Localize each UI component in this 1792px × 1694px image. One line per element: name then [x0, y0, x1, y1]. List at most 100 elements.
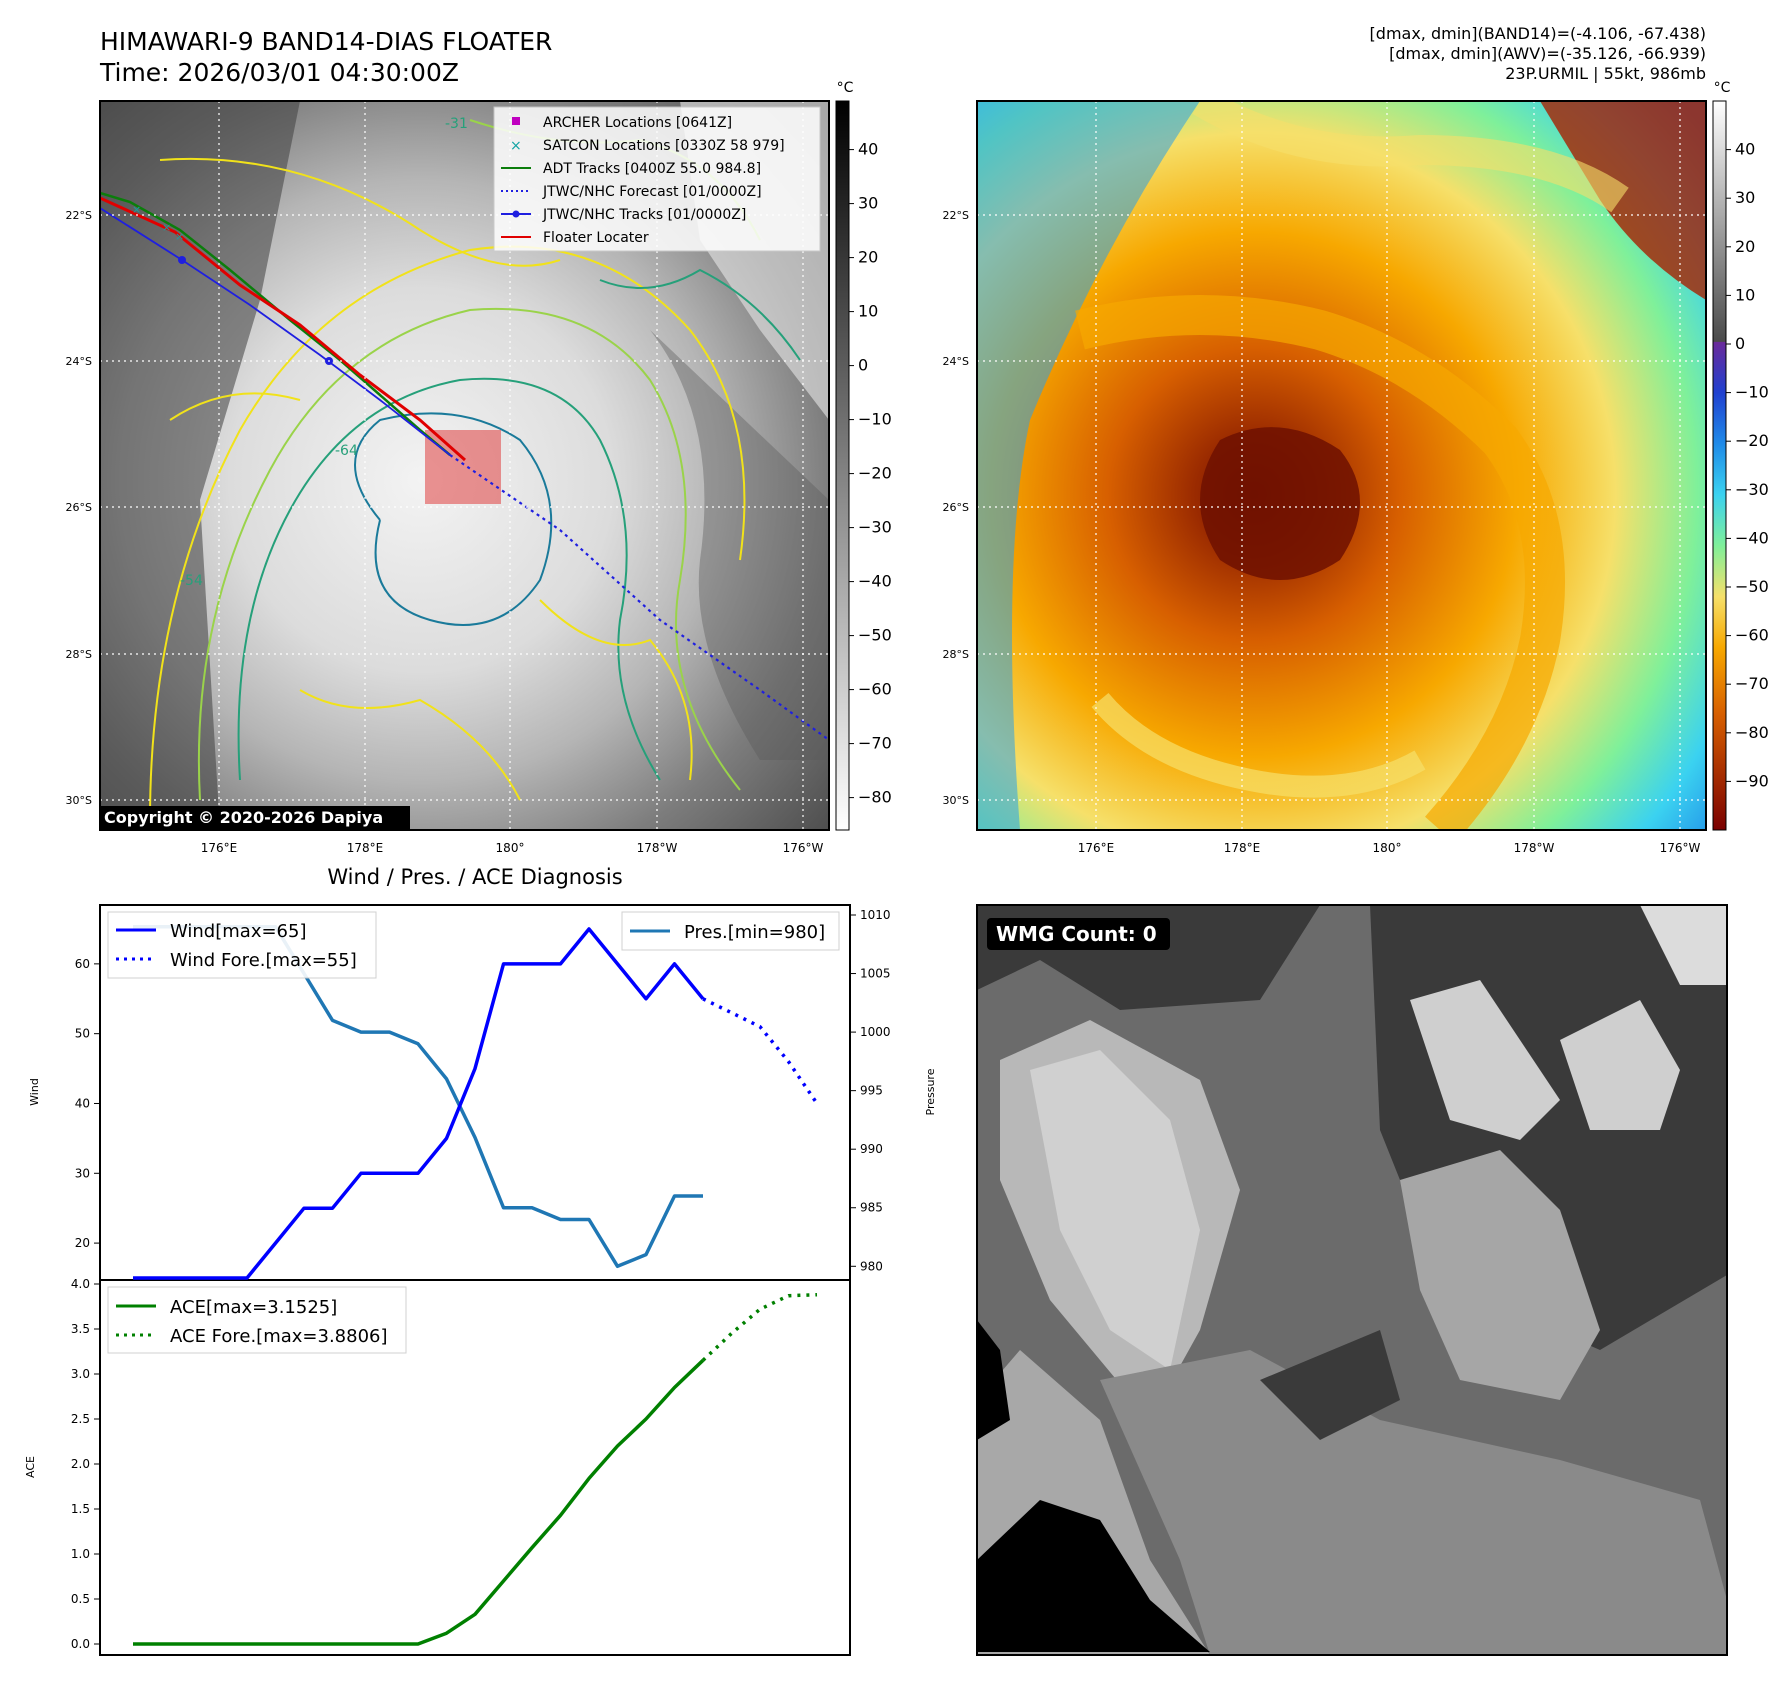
svg-text:×: × — [132, 203, 141, 216]
pressure-axis-tick-label: 1005 — [860, 967, 891, 981]
ace-line — [133, 1359, 705, 1646]
floater-locater-track — [100, 196, 466, 462]
wmg-count-badge — [987, 918, 1170, 950]
colorbar-color-unit: °C — [1714, 80, 1731, 96]
colorbar-gray-tick-label: −50 — [858, 626, 892, 645]
ace-lines — [133, 1292, 818, 1646]
ir-gray-map-frame — [99, 100, 830, 831]
ir-color-map-frame — [976, 100, 1707, 831]
colorbar-gray-tick-label: −70 — [858, 734, 892, 753]
ir-color-map — [977, 101, 1706, 830]
legend-archer-label: ARCHER Locations [0641Z] — [543, 115, 732, 131]
map-legend: ARCHER Locations [0641Z] × SATCON Locati… — [493, 106, 821, 252]
pressure-legend: Pres.[min=980] — [621, 911, 840, 951]
lon-label-178w: 178°W — [1514, 841, 1555, 855]
ace-axis-tick-label: 4.0 — [71, 1277, 90, 1291]
wind-line — [133, 927, 705, 1280]
colorbar-gray-tick-label: −20 — [858, 464, 892, 483]
colorbar-color-tick-label: −10 — [1735, 383, 1769, 402]
lon-label-178e: 178°E — [347, 841, 384, 855]
lon-label-180: 180° — [1373, 841, 1402, 855]
colorbar-gray-tick-label: −80 — [858, 788, 892, 807]
figure-title: HIMAWARI-9 BAND14-DIAS FLOATER — [100, 27, 552, 56]
legend-archer-marker — [512, 117, 520, 125]
jtwc-track-point — [178, 256, 186, 264]
lat-label-24s: 24°S — [66, 355, 92, 368]
colorbar-color-tick-label: −60 — [1735, 626, 1769, 645]
lon-label-176w: 176°W — [783, 841, 824, 855]
colorbar-color-tick-label: −20 — [1735, 431, 1769, 450]
legend-adt-label: ADT Tracks [0400Z 55.0 984.8] — [543, 161, 761, 177]
map1-lon-labels: 176°E 178°E 180° 178°W 176°W — [201, 841, 824, 855]
colorbar-color-tick-label: −30 — [1735, 480, 1769, 499]
legend-satcon-marker: × — [510, 138, 522, 154]
contour-label-54: -54 — [180, 573, 203, 589]
pressure-axis-tick-label: 1000 — [860, 1025, 891, 1039]
pressure-axis-tick-label: 990 — [860, 1142, 883, 1156]
stats-storm: 23P.URMIL | 55kt, 986mb — [1505, 64, 1706, 83]
ace-axis-tick-label: 3.5 — [71, 1322, 90, 1336]
colorbar-gray-unit: °C — [837, 80, 854, 96]
lon-label-176e: 176°E — [201, 841, 238, 855]
ace-ylabel: ACE — [24, 1456, 37, 1478]
lon-label-178e: 178°E — [1224, 841, 1261, 855]
floater-locator-box — [425, 430, 501, 504]
pressure-axis-tick-label: 985 — [860, 1201, 883, 1215]
lat-label-22s: 22°S — [943, 209, 969, 222]
jtwc-track — [100, 207, 451, 456]
colorbar-gray-tick-label: −30 — [858, 518, 892, 537]
ace-axis-tick-label: 1.5 — [71, 1502, 90, 1516]
copyright-badge — [100, 806, 410, 830]
lon-label-178w: 178°W — [637, 841, 678, 855]
colorbar-color-tick-label: −50 — [1735, 577, 1769, 596]
ace-legend: ACE[max=3.1525] ACE Fore.[max=3.8806] — [107, 1286, 407, 1354]
map2-lat-labels: 22°S 24°S 26°S 28°S 30°S — [943, 209, 969, 807]
lat-label-28s: 28°S — [66, 648, 92, 661]
colorbar-gray — [835, 100, 850, 831]
map1-lat-labels: 22°S 24°S 26°S 28°S 30°S — [66, 209, 92, 807]
colorbar-color — [1712, 100, 1727, 831]
colorbar-color-tick-label: −40 — [1735, 528, 1769, 547]
wind-axis-tick-label: 40 — [75, 1096, 90, 1110]
colorbar-gray-tick-label: 0 — [858, 356, 868, 375]
figure-time: Time: 2026/03/01 04:30:00Z — [99, 58, 459, 87]
wind-axis-tick-label: 20 — [75, 1236, 90, 1250]
map2-lon-labels: 176°E 178°E 180° 178°W 176°W — [1078, 841, 1701, 855]
colorbar-gray-ticks: 40 30 20 10 0 −10 −20 −30 −40 −50 −60 −70 −80 — [849, 140, 892, 807]
lat-label-22s: 22°S — [66, 209, 92, 222]
colorbar-color-ticks: 40 30 20 10 0 −10 −20 −30 −40 −50 −60 −70 −80 −90 — [1726, 140, 1769, 790]
legend-tracks-point — [512, 210, 520, 218]
ace-axis-ticks: 0.0 0.5 1.0 1.5 2.0 2.5 3.0 3.5 4.0 — [71, 1277, 100, 1651]
legend-pres-label: Pres.[min=980] — [684, 922, 825, 943]
pressure-axis-tick-label: 995 — [860, 1084, 883, 1098]
colorbar-color-tick-label: 40 — [1735, 140, 1755, 159]
ace-axis-tick-label: 0.5 — [71, 1592, 90, 1606]
ace-axis-tick-label: 3.0 — [71, 1367, 90, 1381]
legend-ace-fore-label: ACE Fore.[max=3.8806] — [170, 1326, 388, 1347]
wind-axis-tick-label: 50 — [75, 1027, 90, 1041]
svg-text:×: × — [175, 230, 184, 243]
stats-awv: [dmax, dmin](AWV)=(-35.126, -66.939) — [1389, 44, 1706, 63]
legend-floater-label: Floater Locater — [543, 230, 649, 246]
pressure-axis-ticks: 980 985 990 995 1000 1005 1010 — [850, 908, 891, 1273]
colorbar-color-tick-label: 10 — [1735, 285, 1755, 304]
legend-tracks-label: JTWC/NHC Tracks [01/0000Z] — [542, 207, 746, 223]
colorbar-color-tick-label: −70 — [1735, 674, 1769, 693]
colorbar-color-tick-label: −90 — [1735, 771, 1769, 790]
colorbar-color-tick-label: 30 — [1735, 188, 1755, 207]
wind-ylabel: Wind — [28, 1078, 41, 1106]
pressure-axis-tick-label: 1010 — [860, 908, 891, 922]
colorbar-color-tick-label: −80 — [1735, 723, 1769, 742]
lat-label-24s: 24°S — [943, 355, 969, 368]
wind-axis-ticks: 20 30 40 50 60 — [75, 957, 100, 1250]
svg-text:×: × — [162, 221, 171, 234]
colorbar-gray-tick-label: 30 — [858, 194, 878, 213]
wind-axis-tick-label: 30 — [75, 1166, 90, 1180]
lon-label-180: 180° — [496, 841, 525, 855]
stats-band14: [dmax, dmin](BAND14)=(-4.106, -67.438) — [1370, 24, 1706, 43]
pressure-axis-tick-label: 980 — [860, 1259, 883, 1273]
ace-axis-tick-label: 2.5 — [71, 1412, 90, 1426]
copyright-text: Copyright © 2020-2026 Dapiya — [104, 808, 383, 827]
legend-wind-label: Wind[max=65] — [170, 921, 307, 942]
